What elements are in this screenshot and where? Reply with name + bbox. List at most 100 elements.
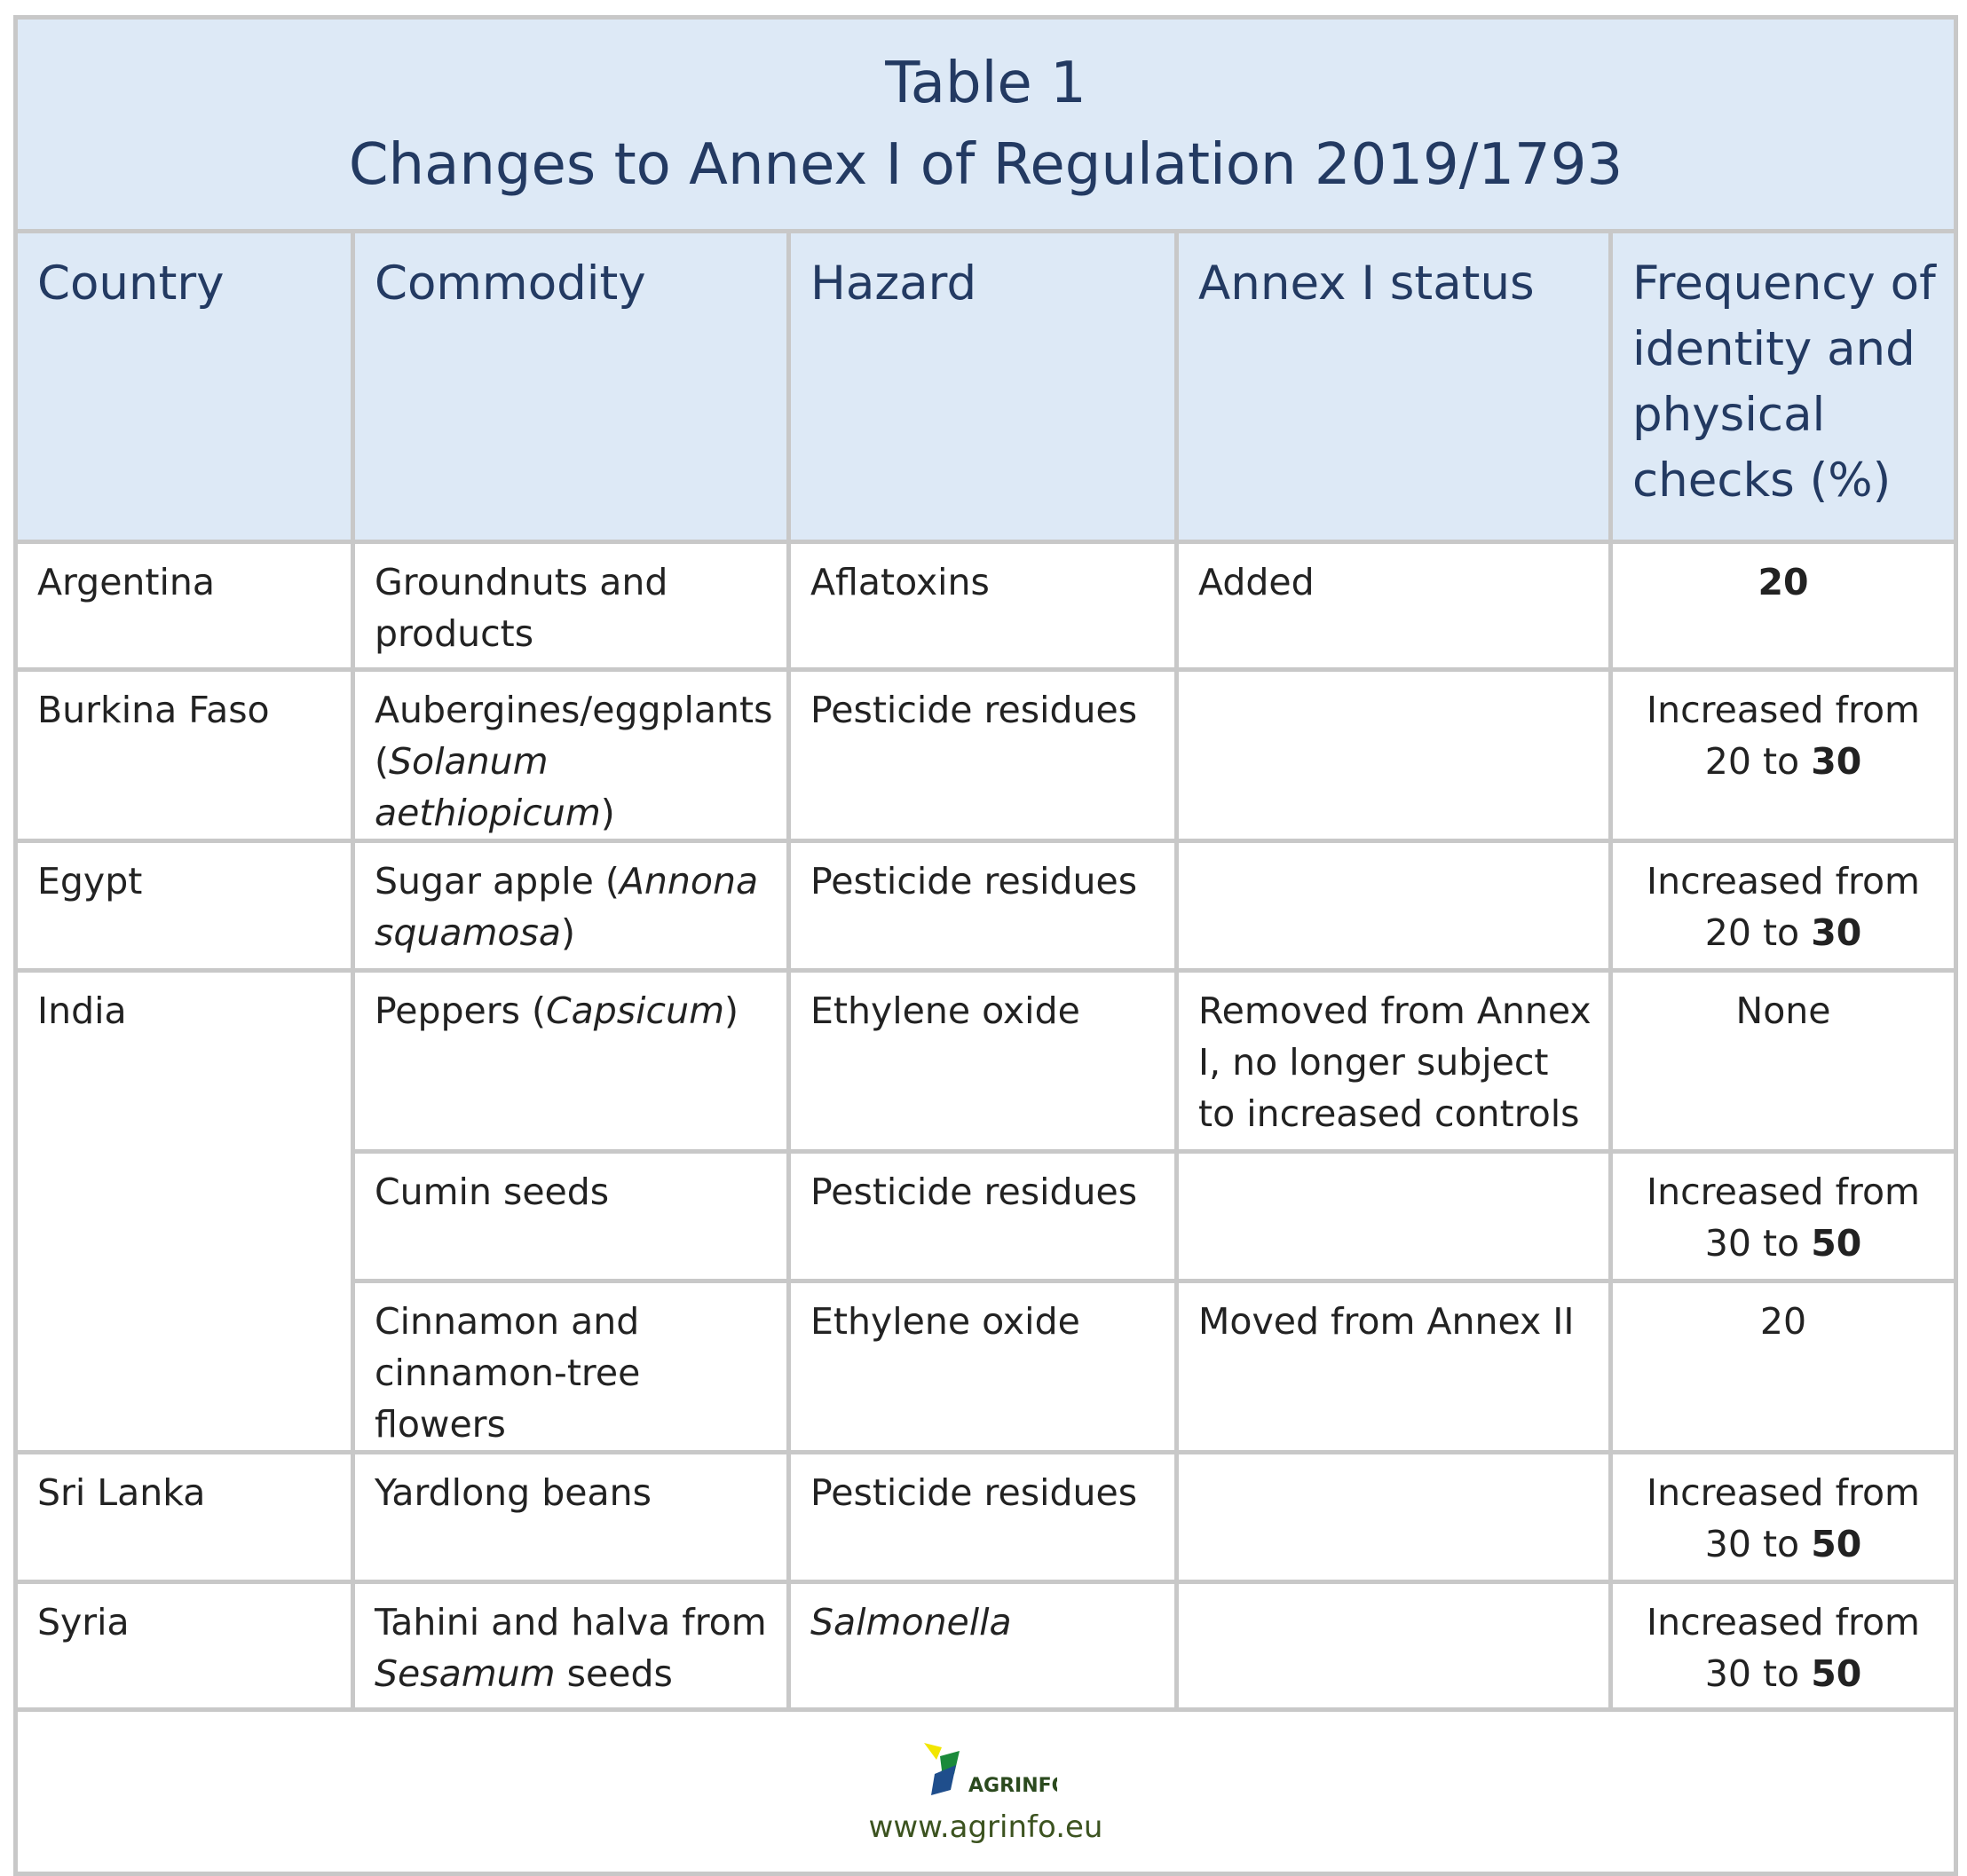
cell: Pesticide residues [786,667,1179,843]
text-run: Yardlong beans [375,1471,652,1514]
cell: Yardlong beans [351,1450,791,1584]
logo-text: AGRINFO [968,1775,1057,1797]
url: www.agrinfo.eu [868,1809,1103,1845]
text-run: 30 [1811,911,1862,954]
row: India Peppers (Capsicum) Ethylene oxide Rem… [13,968,1959,1454]
text-run: Increased from 30 to [1647,1471,1920,1565]
cell: Burkina Faso [13,667,355,843]
text-run: Aflatoxins [810,561,990,603]
text-run: Capsicum [546,989,725,1032]
text-run: Salmonella [810,1601,1012,1643]
text-run: Pesticide residues [810,1171,1138,1213]
cell: Cinnamon and cinnamon-tree flowers [351,1279,791,1454]
cell: Ethylene oxide [786,1279,1179,1454]
text-run: Cumin seeds [375,1171,610,1213]
row: Burkina Faso Aubergines/eggplants (Solanu… [13,667,1959,843]
text-run: Increased from 30 to [1647,1171,1920,1265]
cell: Increased from 20 to 30 [1608,839,1959,973]
text-run: Annona squamosa [375,860,759,954]
text-run: Solanum aethiopicum [375,740,601,834]
cell: Argentina [13,540,355,672]
logo-shape [923,1743,942,1760]
cell: Increased from 30 to 50 [1608,1580,1959,1712]
row: Egypt Sugar apple (Annona squamosa) Pestic… [13,839,1959,973]
cell: Sri Lanka [13,1450,355,1584]
text-run: 50 [1811,1222,1862,1265]
text-run: Pesticide residues [810,689,1138,731]
text-run: ) [724,989,739,1032]
cell: Pesticide residues [786,839,1179,973]
text-run: Added [1198,561,1315,603]
column-header: Country [13,229,355,544]
cell [1174,839,1613,973]
text-run: None [1735,989,1831,1032]
cell: Aflatoxins [786,540,1179,672]
cell: Pesticide residues [786,1149,1179,1283]
row: Cumin seeds Pesticide residues Increased f… [16,1149,1959,1283]
cell: Added [1174,540,1613,672]
cell: Cumin seeds [351,1149,791,1283]
row: Argentina Groundnuts and products Aflatoxi… [13,540,1959,672]
text-run: Ethylene oxide [810,989,1080,1032]
logo-shape [930,1765,956,1795]
cell: Sugar apple (Annona squamosa) [351,839,791,973]
row: Syria Tahini and halva from Sesamum seeds… [13,1580,1959,1712]
table-body: Argentina Groundnuts and products Aflatoxi… [13,540,1959,1712]
cell: 20 [1608,1279,1959,1454]
title-row: Table 1 Changes to Annex I of Regulation… [12,15,1959,233]
text-run: Argentina [37,561,215,603]
cell: Aubergines/eggplants (Solanum aethiopicu… [351,667,791,843]
text-run: Burkina Faso [37,689,270,731]
title-cell: Table 1 Changes to Annex I of Regulation… [12,15,1959,233]
cell: Groundnuts and products [351,540,791,672]
text-run: ) [561,911,576,954]
cell: Egypt [13,839,355,973]
text-run: Increased from 30 to [1647,1601,1920,1695]
header-row: Country Commodity Hazard Annex I status Freq… [13,229,1959,544]
text-run: 30 [1811,740,1862,783]
cell: Moved from Annex II [1174,1279,1613,1454]
text-run: Tahini and halva from [375,1601,767,1643]
text-run: Egypt [37,860,143,903]
text-run: Aubergines/eggplants ( [375,689,773,783]
title-line: Changes to Annex I of Regulation 2019/17… [348,132,1623,198]
logo: AGRINFO [923,1743,1068,1797]
text-run: Syria [37,1601,130,1643]
cell [1174,1450,1613,1584]
cell: Increased from 20 to 30 [1608,667,1959,843]
text-run: Moved from Annex II [1198,1300,1575,1343]
column-header: Hazard [786,229,1179,544]
text-run: 50 [1811,1523,1862,1565]
cell: India [13,968,355,1454]
text-run: Sugar apple ( [375,860,620,903]
cell: None [1608,968,1959,1154]
cell [1174,1149,1613,1283]
text-run: 20 [1759,1300,1807,1343]
row: Sri Lanka Yardlong beans Pesticide residue… [13,1450,1959,1584]
table-foot: AGRINFO www.agrinfo.eu [12,1707,1959,1876]
text-run: Sri Lanka [37,1471,206,1514]
text-run: Increased from 20 to [1647,689,1920,783]
text-run: seeds [555,1652,673,1695]
column-header: Commodity [351,229,791,544]
column-header: Frequency of identity and physical check… [1608,229,1959,544]
text-run: Sesamum [375,1652,556,1695]
column-header: Annex I status [1174,229,1613,544]
row: Cinnamon and cinnamon-tree flowers Ethyle… [16,1279,1959,1454]
cell: Peppers (Capsicum) [351,968,791,1154]
table-container: Table 1 Changes to Annex I of Regulation… [12,15,1959,1876]
text-run: 50 [1811,1652,1862,1695]
text-run: 20 [1758,561,1809,603]
text-run: Removed from Annex I, no longer subject … [1198,989,1592,1135]
text-run: India [37,989,127,1032]
text-run: Increased from 20 to [1647,860,1920,954]
text-run: Ethylene oxide [810,1300,1080,1343]
footer-cell: AGRINFO www.agrinfo.eu [12,1707,1959,1876]
cell: Increased from 30 to 50 [1608,1149,1959,1283]
cell [1174,1580,1613,1712]
text-run: Pesticide residues [810,1471,1138,1514]
text-run: Cinnamon and cinnamon-tree flowers [375,1300,641,1446]
cell: Salmonella [786,1580,1179,1712]
text-run: ) [600,792,615,834]
page: {"title": {"line1": "Table 1", "line2": … [12,15,1959,1876]
